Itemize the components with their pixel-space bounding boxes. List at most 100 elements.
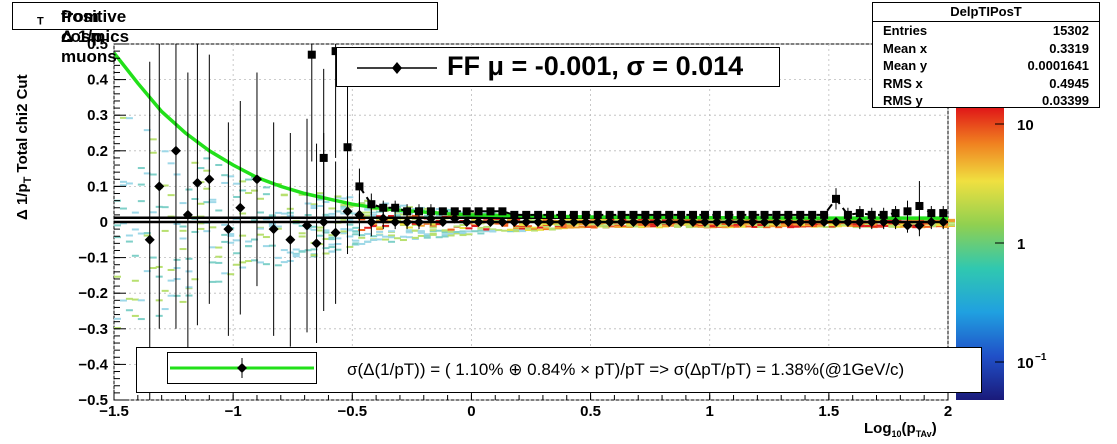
density-cell	[834, 225, 842, 228]
density-cell	[888, 222, 896, 225]
square-point	[724, 210, 733, 219]
density-cell	[209, 198, 217, 201]
density-cell	[942, 224, 950, 227]
density-cell	[340, 207, 348, 210]
square-point	[772, 210, 781, 219]
density-cell	[298, 250, 306, 253]
square-point	[689, 210, 698, 219]
density-cell	[864, 225, 872, 228]
density-cell	[548, 228, 556, 231]
density-cell	[328, 238, 336, 241]
square-point	[736, 210, 745, 219]
density-cell	[370, 208, 378, 211]
density-cell	[423, 214, 431, 217]
density-cell	[399, 223, 407, 226]
density-cell	[328, 215, 336, 218]
density-cell	[495, 229, 503, 232]
density-cell	[364, 214, 372, 217]
density-cell	[251, 259, 259, 262]
density-cell	[352, 226, 360, 229]
diamond-point	[807, 217, 818, 227]
density-cell	[465, 233, 473, 236]
density-cell	[125, 117, 133, 120]
density-cell	[251, 219, 259, 222]
density-cell	[310, 225, 318, 228]
resolution-text: σ(Δ(1/pT)) = ( 1.10% ⊕ 0.84% × pT)/pT =>…	[347, 360, 905, 379]
density-cell	[489, 217, 497, 220]
density-cell	[477, 229, 485, 232]
density-cell	[322, 252, 330, 255]
density-cell	[131, 298, 139, 301]
density-cell	[334, 210, 342, 213]
density-cell	[489, 229, 497, 232]
density-cell	[483, 225, 491, 228]
density-cell	[810, 225, 818, 228]
density-cell	[531, 226, 538, 229]
density-cell	[185, 270, 193, 273]
density-cell	[721, 219, 729, 222]
density-cell	[411, 237, 419, 240]
diamond-point	[170, 145, 181, 156]
square-point	[391, 203, 400, 212]
density-cell	[614, 219, 622, 222]
density-cell	[435, 236, 443, 239]
density-cell	[376, 228, 384, 231]
stats-box: DelpTIPosT Entries 15302 Mean x 0.3319 Mean …	[872, 2, 1100, 108]
density-cell	[441, 231, 449, 234]
density-cell	[173, 267, 181, 270]
density-cell	[203, 187, 211, 190]
density-cell	[370, 211, 378, 214]
density-cell	[376, 219, 384, 222]
density-cell	[936, 222, 944, 225]
density-cell	[328, 212, 336, 215]
density-cell	[274, 264, 282, 267]
square-point	[796, 210, 805, 219]
square-point	[700, 210, 709, 219]
density-cell	[781, 223, 789, 226]
diamond-point	[366, 217, 377, 227]
density-cell	[137, 318, 145, 321]
density-cell	[525, 225, 533, 228]
diamond-point	[652, 217, 663, 227]
density-cell	[292, 255, 300, 258]
density-cell	[143, 129, 151, 132]
square-point	[355, 182, 364, 191]
density-cell	[280, 193, 288, 196]
density-cell	[799, 223, 807, 226]
density-cell	[453, 225, 461, 228]
density-cell	[274, 211, 282, 214]
density-cell	[453, 232, 461, 235]
density-cell	[233, 263, 241, 266]
density-cell	[888, 225, 896, 228]
x-tick-label: −1.5	[99, 403, 129, 420]
density-cell	[405, 229, 413, 232]
square-point	[820, 210, 829, 219]
density-cell	[173, 278, 181, 281]
density-cell	[614, 224, 622, 227]
density-cell	[554, 224, 562, 227]
square-point	[784, 210, 793, 219]
square-point	[534, 210, 543, 219]
diamond-point	[759, 217, 770, 227]
density-cell	[209, 226, 217, 229]
density-cell	[388, 234, 396, 237]
density-cell	[691, 225, 699, 228]
density-cell	[709, 225, 717, 228]
density-cell	[328, 236, 336, 239]
density-cell	[441, 229, 449, 232]
y-tick-label: −0.4	[78, 356, 108, 373]
density-cell	[280, 261, 288, 264]
density-cell	[358, 218, 366, 221]
density-cell	[542, 227, 550, 230]
density-cell	[340, 230, 348, 233]
density-cell	[298, 235, 306, 238]
density-cell	[936, 225, 944, 228]
density-cell	[233, 239, 241, 242]
x-tick-label: 0	[467, 403, 475, 420]
density-cell	[948, 224, 955, 227]
density-cell	[626, 224, 634, 227]
density-cell	[411, 223, 419, 226]
density-cell	[328, 250, 336, 253]
density-cell	[763, 226, 771, 229]
density-cell	[471, 225, 479, 228]
